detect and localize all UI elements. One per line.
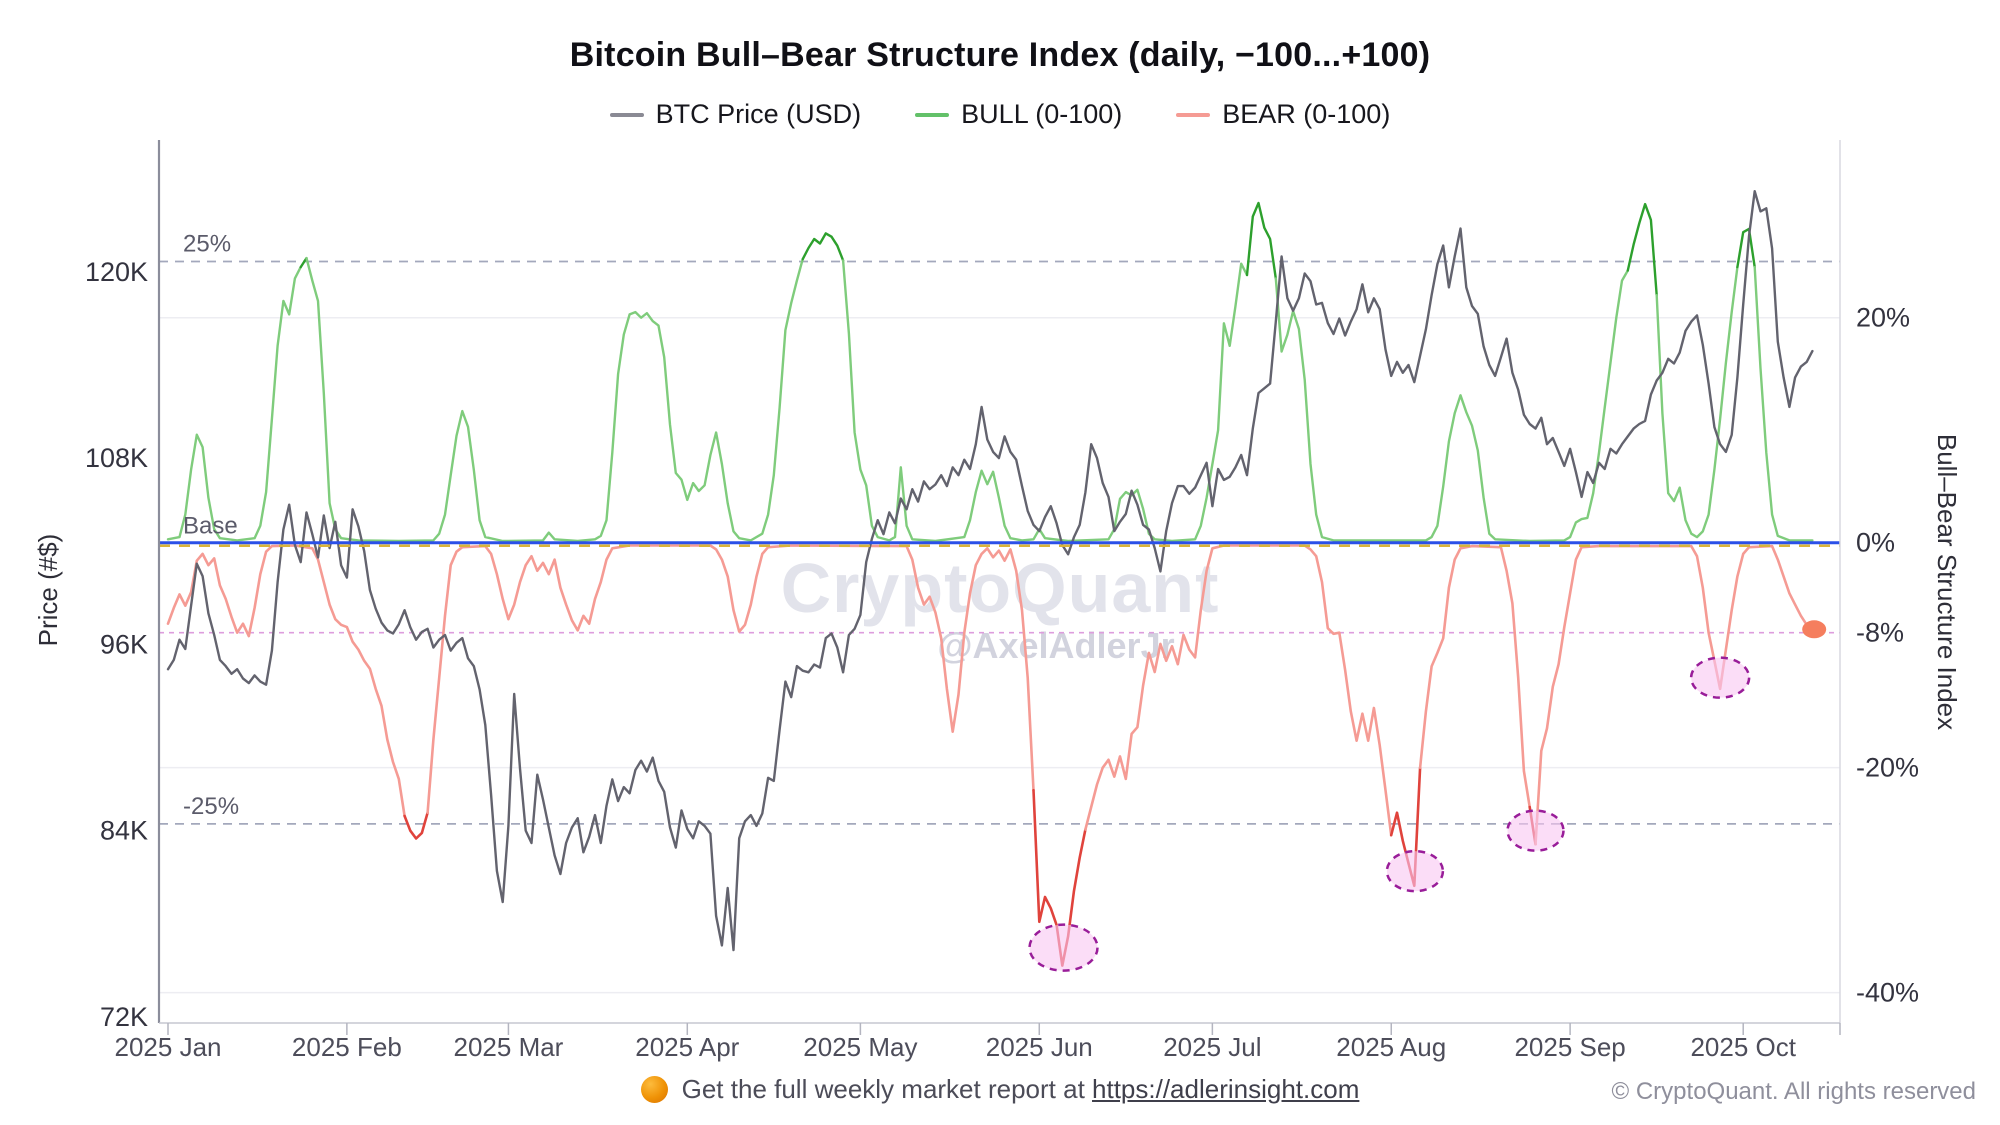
series-lines xyxy=(166,190,1814,967)
series-segment xyxy=(1418,544,1531,809)
month-label-2025-Sep: 2025 Sep xyxy=(1514,1032,1625,1062)
pct-tick--40%: -40% xyxy=(1856,978,1919,1008)
series-segment xyxy=(1084,544,1393,837)
bear-line-swatch-icon xyxy=(1176,112,1211,117)
legend-item-bear[interactable]: BEAR (0-100) xyxy=(1176,99,1390,130)
grid-lines xyxy=(159,316,1840,994)
watermark-handle: @AxelAdlerJr xyxy=(937,625,1175,666)
series-segment xyxy=(1245,201,1277,280)
axes xyxy=(157,140,1841,1035)
series-segment xyxy=(426,544,1035,814)
marker-bear-trough-aug1 xyxy=(1385,849,1445,893)
month-label-2025-Jun: 2025 Jun xyxy=(986,1032,1093,1062)
marker-bear-trough-sep xyxy=(1689,656,1751,699)
month-label-2025-Mar: 2025 Mar xyxy=(454,1032,564,1062)
series-segment xyxy=(305,256,804,543)
series-segment xyxy=(1736,227,1756,269)
current-value-dot xyxy=(1802,620,1827,639)
y-left-axis-title: Price (#$) xyxy=(33,534,63,647)
watermark-brand: CryptoQuant xyxy=(780,549,1220,627)
report-banner: Get the full weekly market report at htt… xyxy=(0,1074,2000,1105)
reference-lines: 25% -25% xyxy=(159,230,1840,825)
series-segment xyxy=(1655,265,1739,539)
legend: BTC Price (USD) BULL (0-100) BEAR (0-100… xyxy=(0,99,2000,130)
month-label-2025-Apr: 2025 Apr xyxy=(635,1032,739,1062)
series-segment xyxy=(166,265,302,542)
refline-label-25: 25% xyxy=(183,230,231,257)
series-segment xyxy=(1274,269,1629,543)
series-segment xyxy=(1753,265,1814,542)
series-btc-price-usd- xyxy=(166,190,1814,952)
axis-labels: 72K 84K 96K 108K 120K 20% 0% -8% -20% -40% 2025 Ja… xyxy=(33,257,1962,1062)
btc-price-line-swatch-icon xyxy=(609,112,644,117)
report-link[interactable]: https://adlerinsight.com xyxy=(1092,1074,1360,1104)
series-segment xyxy=(166,190,1814,952)
chart-title: Bitcoin Bull–Bear Structure Index (daily… xyxy=(569,36,1431,74)
pct-tick-20%: 20% xyxy=(1856,303,1910,333)
copyright-text: © CryptoQuant. All rights reserved xyxy=(1611,1078,1977,1105)
legend-label-bear: BEAR (0-100) xyxy=(1222,99,1391,129)
series-bear-0-100- xyxy=(166,544,1814,967)
series-segment xyxy=(403,811,429,840)
series-segment xyxy=(166,544,406,818)
refline-label--25: -25% xyxy=(183,793,239,820)
price-tick-96K: 96K xyxy=(100,629,148,659)
report-text: Get the full weekly market report at htt… xyxy=(681,1074,1360,1104)
bull-line-swatch-icon xyxy=(915,112,950,117)
price-tick-84K: 84K xyxy=(100,816,148,846)
series-segment xyxy=(1534,544,1814,846)
price-tick-72K: 72K xyxy=(100,1002,148,1032)
series-segment xyxy=(801,232,845,262)
y-right-axis-title: Bull–Bear Structure Index xyxy=(1932,434,1962,730)
month-label-2025-Feb: 2025 Feb xyxy=(292,1032,402,1062)
legend-label-btc-price: BTC Price (USD) xyxy=(655,99,862,129)
month-label-2025-Jul: 2025 Jul xyxy=(1163,1032,1261,1062)
month-label-2025-Aug: 2025 Aug xyxy=(1336,1032,1446,1062)
series-segment xyxy=(299,256,308,269)
price-tick-108K: 108K xyxy=(85,443,148,473)
report-dot-icon xyxy=(640,1076,668,1103)
marker-bear-trough-jun xyxy=(1028,923,1099,972)
month-label-2025-May: 2025 May xyxy=(803,1032,917,1062)
marker-bear-trough-aug2 xyxy=(1506,809,1565,852)
base-label: Base xyxy=(183,513,238,540)
month-label-2025-Jan: 2025 Jan xyxy=(115,1032,222,1062)
legend-label-bull: BULL (0-100) xyxy=(961,99,1123,129)
price-tick-120K: 120K xyxy=(85,257,148,287)
month-label-2025-Oct: 2025 Oct xyxy=(1690,1032,1796,1062)
legend-item-bull[interactable]: BULL (0-100) xyxy=(915,99,1122,130)
pct-tick-0%: 0% xyxy=(1856,528,1895,558)
series-bull-0-100- xyxy=(166,201,1814,543)
trough-markers xyxy=(1028,620,1827,972)
legend-item-btc-price[interactable]: BTC Price (USD) xyxy=(609,99,862,130)
series-segment xyxy=(1626,202,1658,297)
pct-tick--20%: -20% xyxy=(1856,753,1919,783)
pct-tick--8%: -8% xyxy=(1856,618,1904,648)
series-segment xyxy=(841,259,1249,543)
base-line: Base xyxy=(159,513,1840,547)
